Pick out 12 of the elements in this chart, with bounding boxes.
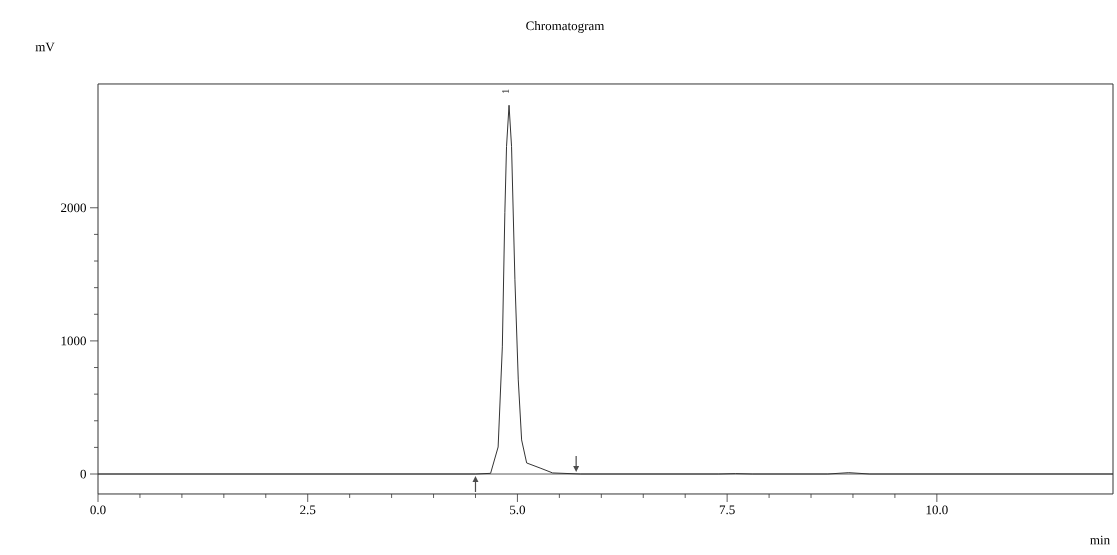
annotation: 1: [502, 89, 509, 93]
y-tick-label: 1000: [61, 336, 86, 346]
y-tick-label: 2000: [61, 203, 86, 213]
x-tick-label: 10.0: [926, 505, 948, 515]
y-tick-label: 0: [80, 469, 86, 479]
x-tick-label: 2.5: [300, 505, 316, 515]
x-tick-label: 5.0: [510, 505, 526, 515]
x-tick-label: 7.5: [719, 505, 735, 515]
chart-title: Chromatogram: [526, 21, 605, 33]
y-axis-title: mV: [35, 42, 55, 52]
x-tick-label: 0.0: [90, 505, 106, 515]
x-axis-title: min: [1090, 535, 1110, 545]
